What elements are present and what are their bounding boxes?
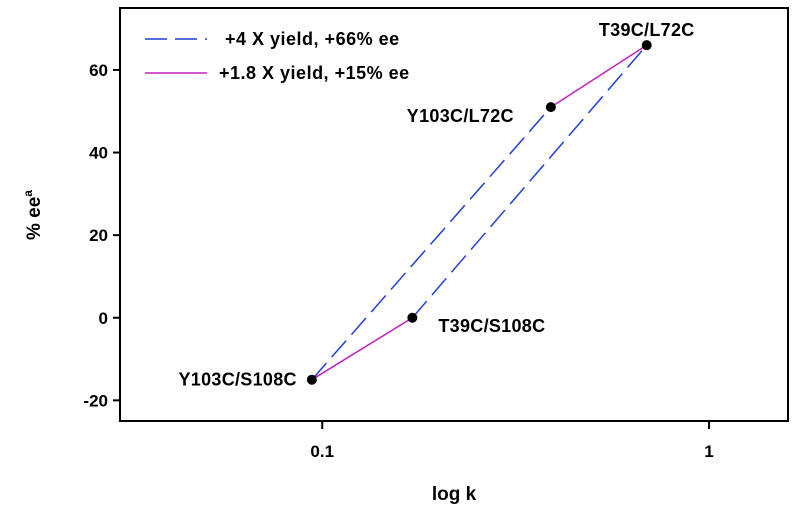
legend: +4 X yield, +66% ee +1.8 X yield, +15% e… bbox=[145, 29, 410, 83]
y-axis-title-main: % ee bbox=[24, 197, 45, 240]
data-point bbox=[306, 374, 317, 385]
series-line-solid bbox=[550, 44, 648, 108]
y-axis: -20 0 20 40 60 bbox=[83, 61, 120, 410]
point-labels: Y103C/S108C T39C/S108C Y103C/L72C T39C/L72C bbox=[178, 20, 694, 390]
point-label: Y103C/L72C bbox=[407, 106, 514, 126]
y-axis-title-superscript: a bbox=[21, 190, 35, 197]
point-label: T39C/L72C bbox=[599, 20, 695, 40]
x-axis: 0.1 1 bbox=[310, 421, 714, 461]
data-points bbox=[306, 40, 652, 385]
point-label: Y103C/S108C bbox=[178, 370, 296, 390]
y-axis-title: % eea bbox=[21, 190, 45, 240]
y-tick-label: 60 bbox=[89, 61, 108, 80]
plot-frame bbox=[119, 7, 789, 422]
series-line-dashed bbox=[311, 106, 552, 381]
x-tick-label: 0.1 bbox=[310, 442, 334, 461]
x-axis-title: log k bbox=[432, 484, 477, 505]
y-tick-label: 0 bbox=[99, 309, 108, 328]
legend-label-solid: +1.8 X yield, +15% ee bbox=[219, 63, 410, 83]
y-tick-label: 40 bbox=[89, 144, 108, 163]
data-point bbox=[407, 312, 418, 323]
data-point bbox=[545, 102, 556, 113]
y-tick-label: 20 bbox=[89, 226, 108, 245]
point-label: T39C/S108C bbox=[438, 316, 545, 336]
data-point bbox=[641, 40, 652, 51]
series-line-dashed bbox=[411, 44, 648, 319]
legend-label-dashed: +4 X yield, +66% ee bbox=[225, 29, 400, 49]
series-lines bbox=[311, 44, 648, 381]
series-line-solid bbox=[311, 317, 413, 381]
y-tick-label: -20 bbox=[83, 391, 108, 410]
x-tick-label: 1 bbox=[704, 442, 713, 461]
